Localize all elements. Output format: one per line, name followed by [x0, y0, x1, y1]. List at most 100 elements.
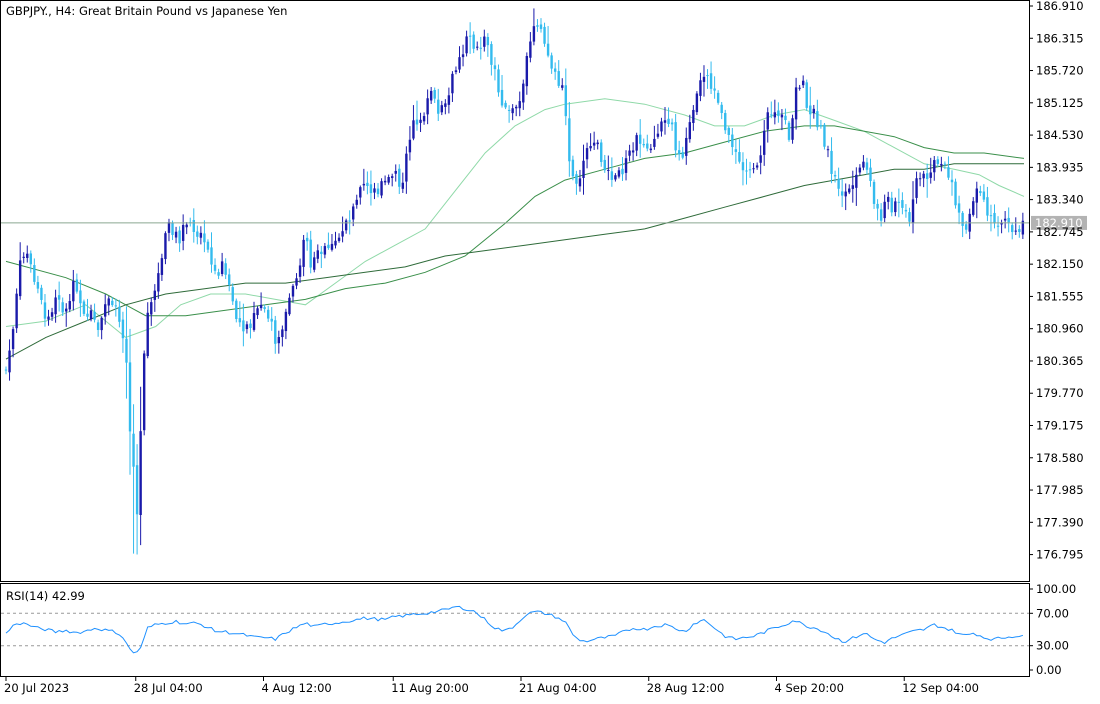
candle-body: [36, 282, 40, 289]
candle-body: [454, 70, 458, 73]
candle-body: [231, 287, 234, 302]
candle-body: [199, 232, 203, 238]
candle-body: [305, 237, 309, 242]
candle-body: [777, 110, 780, 117]
candle-body: [22, 256, 25, 258]
candle-body: [688, 122, 692, 140]
price-tick-label: 182.745: [1036, 225, 1084, 239]
time-tick-label: 4 Sep 20:00: [774, 681, 843, 695]
candle-body: [876, 203, 879, 209]
candle-body: [256, 308, 259, 316]
rsi-tick-label: 30.00: [1036, 639, 1069, 653]
rsi-title: RSI(14) 42.99: [6, 589, 85, 603]
candle-body: [653, 138, 656, 147]
candle-body: [685, 137, 688, 156]
candle-body: [642, 144, 645, 146]
candle-body: [157, 273, 160, 292]
candle-body: [263, 307, 266, 309]
candle-body: [557, 71, 560, 86]
candle-body: [550, 55, 553, 69]
moving-averages: [5, 98, 1025, 360]
candle-body: [518, 101, 521, 109]
candle-body: [476, 46, 479, 48]
candle-body: [631, 150, 635, 153]
candle-body: [93, 311, 96, 320]
candle-body: [996, 225, 1000, 227]
candle-body: [1000, 222, 1003, 225]
candle-body: [220, 261, 224, 275]
price-tick-label: 179.175: [1036, 419, 1084, 433]
price-tick-label: 186.315: [1036, 31, 1084, 45]
candle-body: [398, 168, 401, 187]
candle-body: [904, 209, 908, 212]
candle-body: [309, 239, 312, 268]
candle-body: [153, 290, 157, 300]
ma-fast-line: [5, 98, 1025, 338]
candle-body: [975, 188, 978, 203]
price-tick-label: 181.555: [1036, 289, 1084, 303]
candle-body: [171, 222, 174, 235]
candle-body: [840, 191, 844, 196]
price-tick-label: 176.795: [1036, 548, 1084, 562]
candle-body: [915, 178, 918, 198]
candle-body: [252, 313, 256, 330]
candle-body: [617, 170, 621, 177]
main-chart-frame: [0, 0, 1030, 582]
candle-body: [40, 287, 43, 300]
candle-body: [592, 142, 596, 146]
candle-body: [238, 318, 242, 323]
time-tick-label: 20 Jul 2023: [4, 681, 69, 695]
candle-body: [504, 102, 507, 108]
candle-body: [437, 99, 440, 114]
candle-body: [670, 122, 674, 125]
candle-body: [203, 233, 206, 243]
candle-body: [89, 310, 93, 320]
candle-body: [514, 106, 518, 109]
candle-body: [1007, 217, 1010, 223]
candle-body: [196, 231, 199, 237]
candle-body: [872, 181, 876, 204]
candle-body: [798, 87, 801, 89]
candle-body: [185, 224, 188, 228]
candle-body: [748, 169, 752, 171]
candle-body: [791, 118, 794, 140]
candle-body: [738, 152, 741, 162]
candle-body: [794, 87, 798, 120]
candle-body: [851, 185, 854, 189]
candle-body: [104, 304, 107, 317]
current-price-line: 182.910: [1, 215, 1087, 230]
candle-body: [972, 201, 975, 215]
candle-body: [50, 312, 54, 317]
candle-body: [96, 322, 100, 330]
candle-body: [235, 300, 238, 320]
candle-body: [125, 338, 128, 363]
candle-body: [15, 293, 18, 329]
candle-body: [100, 317, 103, 331]
candle-body: [313, 257, 316, 270]
candle-body: [111, 300, 114, 306]
candle-body: [288, 297, 291, 315]
candle-body: [181, 225, 185, 241]
candle-body: [646, 143, 649, 149]
candle-body: [490, 44, 493, 65]
candle-body: [741, 162, 745, 171]
candle-body: [118, 306, 121, 322]
ma-slow-line: [5, 163, 1024, 360]
candle-body: [621, 168, 624, 175]
candle-body: [823, 124, 826, 147]
candle-body: [415, 119, 419, 125]
candle-body: [603, 159, 606, 171]
candle-body: [352, 206, 355, 220]
candle-body: [720, 104, 723, 114]
candle-body: [553, 68, 557, 72]
price-tick-label: 185.720: [1036, 64, 1084, 78]
price-tick-label: 183.935: [1036, 160, 1084, 174]
candle-body: [47, 316, 50, 320]
candle-body: [192, 220, 195, 232]
candle-body: [879, 209, 883, 221]
candle-body: [589, 145, 592, 149]
rsi-tick-label: 100.00: [1036, 582, 1076, 596]
candle-body: [422, 116, 426, 122]
